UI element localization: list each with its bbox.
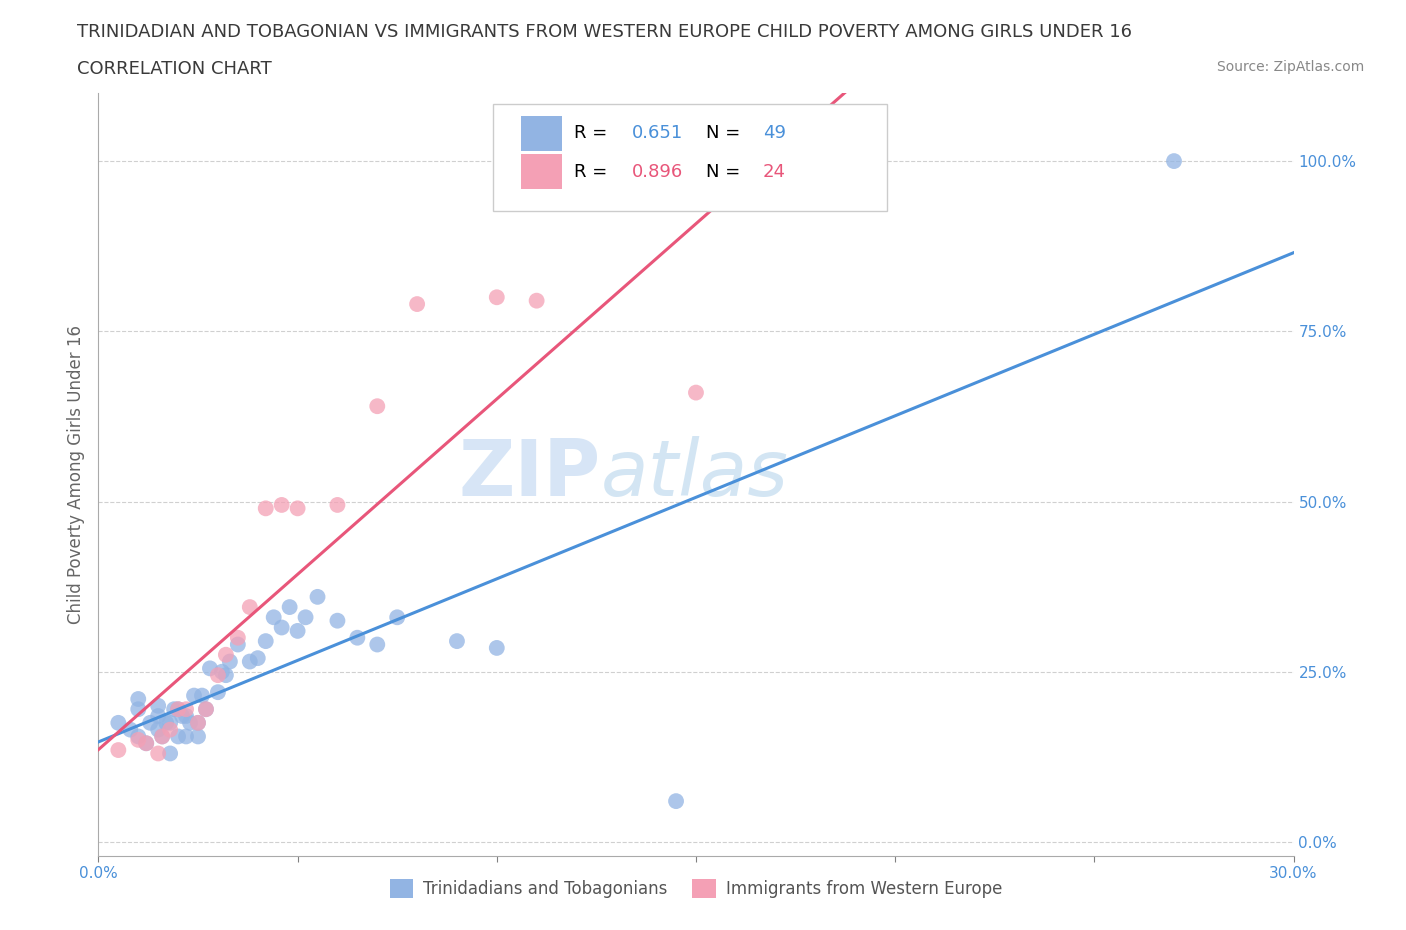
Point [172,709,194,724]
Point [179,715,201,730]
Point [174,709,197,724]
Point [159,715,181,730]
Legend: Trinidadians and Tobagonians, Immigrants from Western Europe: Trinidadians and Tobagonians, Immigrants… [382,872,1010,905]
Point [485,290,508,305]
Point [226,637,249,652]
Point [150,729,173,744]
Point [326,613,349,628]
Point [346,631,368,645]
Point [385,610,409,625]
Point [187,715,209,730]
Point [446,633,468,648]
Point [107,743,129,758]
Point [127,733,149,748]
Text: 0.896: 0.896 [631,163,683,180]
Point [107,715,129,730]
Text: N =: N = [706,163,745,180]
Point [294,610,316,625]
Point [127,729,149,744]
Point [215,668,238,683]
Point [163,702,186,717]
Point [120,723,142,737]
Point [135,736,157,751]
Point [278,600,301,615]
Point [226,631,249,645]
Y-axis label: Child Poverty Among Girls Under 16: Child Poverty Among Girls Under 16 [66,325,84,624]
Point [270,498,292,512]
Point [148,723,170,737]
Text: TRINIDADIAN AND TOBAGONIAN VS IMMIGRANTS FROM WESTERN EUROPE CHILD POVERTY AMONG: TRINIDADIAN AND TOBAGONIAN VS IMMIGRANTS… [77,23,1132,41]
Point [254,501,277,516]
Point [844,161,866,176]
Text: Source: ZipAtlas.com: Source: ZipAtlas.com [1216,60,1364,74]
Point [159,746,181,761]
Point [254,633,277,648]
Text: R =: R = [574,163,613,180]
Point [148,698,170,713]
Point [127,692,149,707]
Text: CORRELATION CHART: CORRELATION CHART [77,60,273,78]
Point [211,664,233,679]
Point [326,498,349,512]
Point [135,736,157,751]
Point [127,702,149,717]
Text: ZIP: ZIP [458,436,600,512]
Point [406,297,429,312]
FancyBboxPatch shape [522,154,562,189]
Point [287,623,309,638]
Point [219,654,242,669]
Point [167,702,190,717]
Point [191,688,214,703]
Text: 0.651: 0.651 [631,125,683,142]
Point [366,399,388,414]
Point [485,641,508,656]
Point [150,729,173,744]
Point [187,729,209,744]
Text: atlas: atlas [600,436,789,512]
Point [246,651,269,666]
Point [183,688,205,703]
Point [665,793,688,808]
Point [685,385,707,400]
Point [270,620,292,635]
Text: N =: N = [706,125,745,142]
Point [195,702,218,717]
Point [1163,153,1185,168]
Point [287,501,309,516]
FancyBboxPatch shape [494,104,887,211]
Text: 49: 49 [763,125,786,142]
Point [167,729,190,744]
Point [148,746,170,761]
Text: 24: 24 [763,163,786,180]
Point [139,715,162,730]
Point [167,702,190,717]
Point [155,715,177,730]
Point [366,637,388,652]
Point [215,647,238,662]
Point [526,293,548,308]
Point [174,702,197,717]
Point [239,600,262,615]
Point [195,702,218,717]
Point [263,610,285,625]
FancyBboxPatch shape [522,116,562,151]
Point [198,661,221,676]
Point [207,668,229,683]
Point [148,709,170,724]
Point [159,723,181,737]
Text: R =: R = [574,125,613,142]
Point [239,654,262,669]
Point [207,684,229,699]
Point [174,729,197,744]
Point [187,715,209,730]
Point [307,590,329,604]
